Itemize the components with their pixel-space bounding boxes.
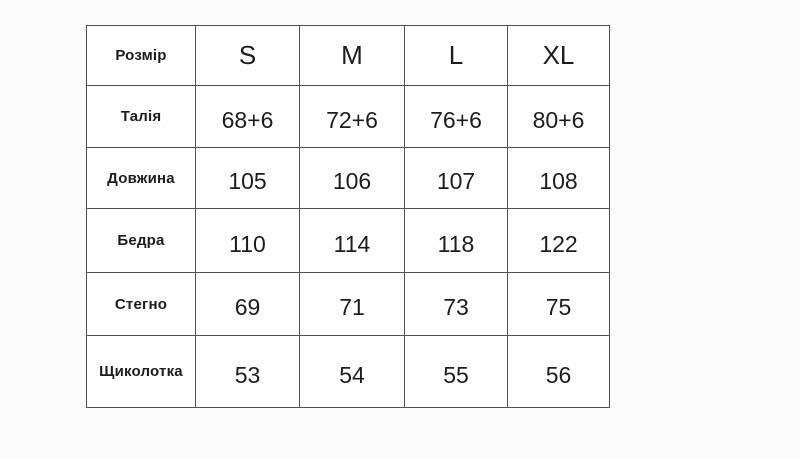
table-row-length: Довжина 105 106 107 108	[86, 147, 610, 209]
table-cell: 118	[404, 208, 508, 273]
table-row-waist: Талія 68+6 72+6 76+6 80+6	[86, 85, 610, 148]
row-label-waist: Талія	[86, 85, 196, 148]
column-header-s: S	[195, 25, 300, 86]
table-cell: 114	[299, 208, 405, 273]
row-label-ankle: Щиколотка	[86, 335, 196, 408]
size-header-label: Розмір	[86, 25, 196, 86]
table-row-hips: Бедра 110 114 118 122	[86, 208, 610, 273]
column-header-m: M	[299, 25, 405, 86]
table-cell: 72+6	[299, 85, 405, 148]
table-cell: 110	[195, 208, 300, 273]
table-cell: 68+6	[195, 85, 300, 148]
table-cell: 106	[299, 147, 405, 209]
table-cell: 55	[404, 335, 508, 408]
table-cell: 76+6	[404, 85, 508, 148]
table-cell: 54	[299, 335, 405, 408]
table-cell: 122	[507, 208, 610, 273]
table-cell: 107	[404, 147, 508, 209]
table-cell: 80+6	[507, 85, 610, 148]
row-label-hips: Бедра	[86, 208, 196, 273]
table-cell: 53	[195, 335, 300, 408]
table-cell: 71	[299, 272, 405, 336]
table-row-ankle: Щиколотка 53 54 55 56	[86, 335, 610, 408]
column-header-xl: XL	[507, 25, 610, 86]
header-row: Розмір S M L XL	[86, 25, 610, 86]
table-row-thigh: Стегно 69 71 73 75	[86, 272, 610, 336]
column-header-l: L	[404, 25, 508, 86]
table-cell: 73	[404, 272, 508, 336]
table-cell: 108	[507, 147, 610, 209]
table-cell: 56	[507, 335, 610, 408]
row-label-thigh: Стегно	[86, 272, 196, 336]
table-cell: 75	[507, 272, 610, 336]
table-cell: 105	[195, 147, 300, 209]
row-label-length: Довжина	[86, 147, 196, 209]
size-chart-table: Розмір S M L XL Талія 68+6 72+6 76+6 80+…	[86, 25, 610, 408]
table-cell: 69	[195, 272, 300, 336]
